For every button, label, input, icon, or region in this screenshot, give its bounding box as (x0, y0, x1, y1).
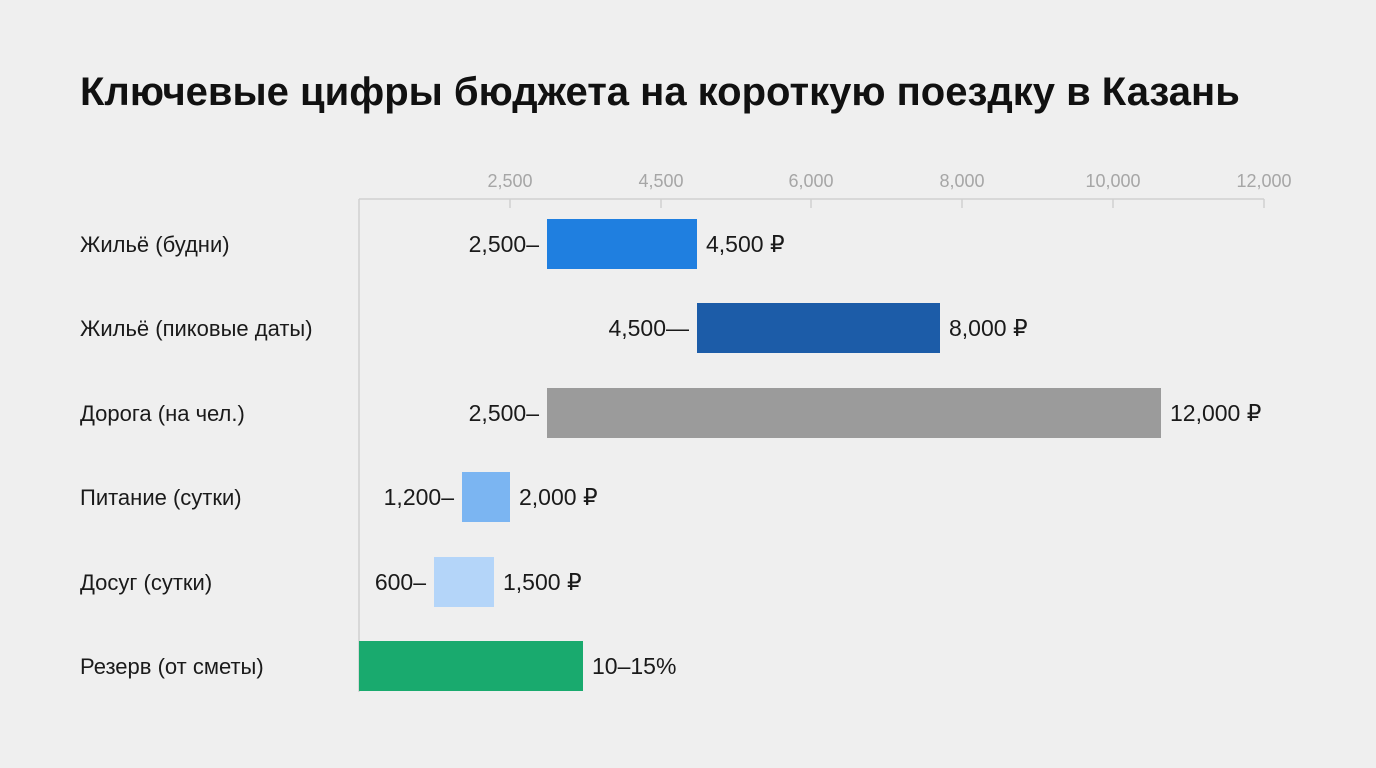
range-low-label: 1,200– (384, 484, 455, 510)
range-high-label: 10–15% (592, 653, 676, 679)
x-tick-label: 12,000 (1236, 171, 1291, 191)
category-label: Жильё (будни) (80, 232, 230, 257)
range-high-label: 1,500 ₽ (503, 569, 582, 595)
x-tick-label: 6,000 (788, 171, 833, 191)
category-label: Питание (сутки) (80, 485, 242, 510)
range-high-label: 8,000 ₽ (949, 315, 1028, 341)
range-bar (697, 303, 940, 353)
x-tick-label: 8,000 (939, 171, 984, 191)
range-bar (462, 472, 510, 522)
chart-title: Ключевые цифры бюджета на короткую поезд… (80, 70, 1240, 114)
range-low-label: 2,500– (469, 400, 540, 426)
category-label: Досуг (сутки) (80, 570, 212, 595)
range-bar (547, 388, 1161, 438)
x-tick-label: 4,500 (638, 171, 683, 191)
range-high-label: 2,000 ₽ (519, 484, 598, 510)
range-bar (547, 219, 697, 269)
x-tick-label: 10,000 (1085, 171, 1140, 191)
range-bar (434, 557, 494, 607)
range-low-label: 600– (375, 569, 426, 595)
range-low-label: 2,500– (469, 231, 540, 257)
range-bar (359, 641, 583, 691)
category-label: Жильё (пиковые даты) (80, 316, 313, 341)
range-high-label: 12,000 ₽ (1170, 400, 1261, 426)
x-tick-label: 2,500 (487, 171, 532, 191)
range-low-label: 4,500— (608, 315, 689, 341)
category-label: Резерв (от сметы) (80, 654, 264, 679)
category-label: Дорога (на чел.) (80, 401, 245, 426)
range-high-label: 4,500 ₽ (706, 231, 785, 257)
